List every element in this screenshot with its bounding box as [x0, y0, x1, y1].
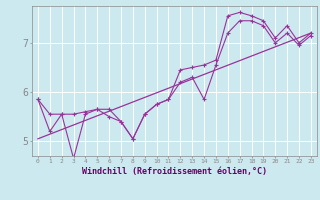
X-axis label: Windchill (Refroidissement éolien,°C): Windchill (Refroidissement éolien,°C)	[82, 167, 267, 176]
